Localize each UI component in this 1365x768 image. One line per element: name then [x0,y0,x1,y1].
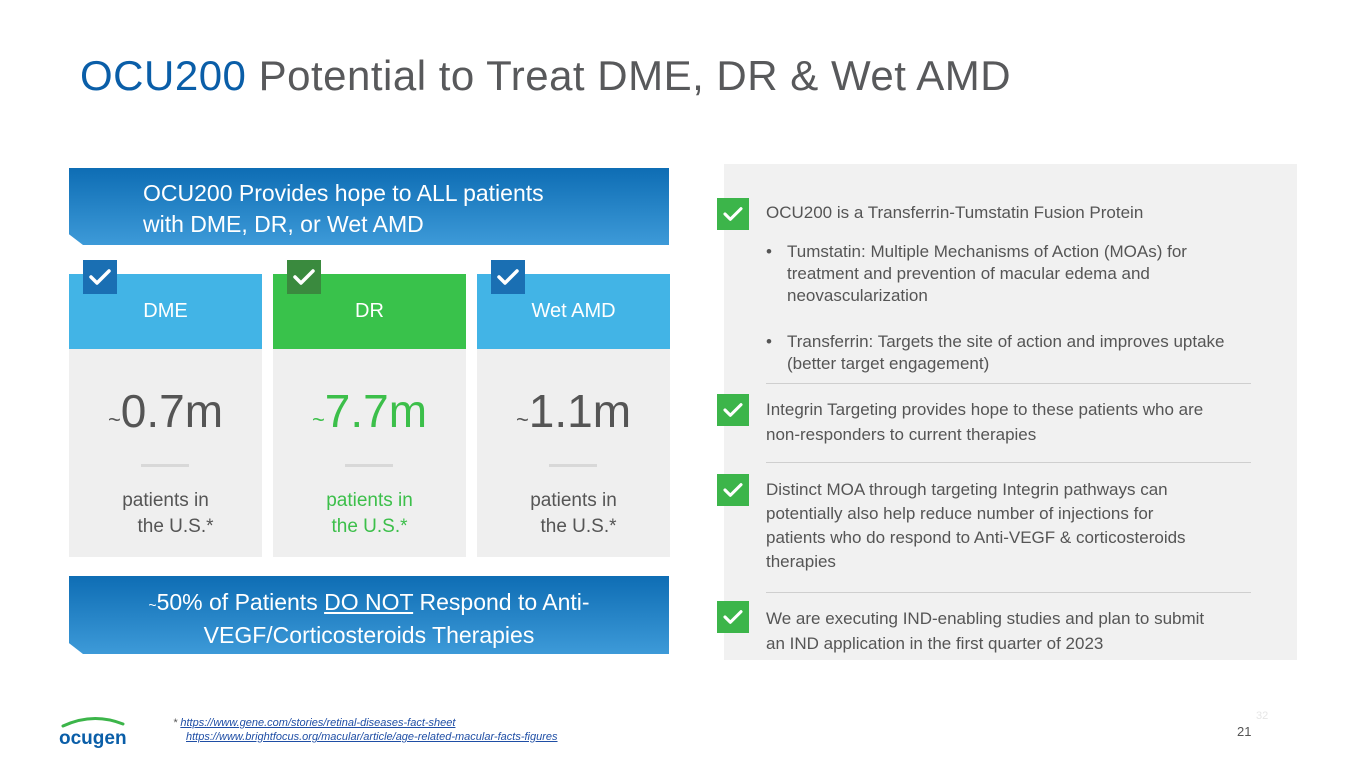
footnote-line2: https://www.brightfocus.org/macular/arti… [173,730,558,744]
bullet-2-line2: (better target engagement) [787,354,990,373]
column-dr-value: ~7.7m [273,388,466,443]
column-dr-caption: patients in the U.S.* [273,488,466,540]
banner-top-line2: with DME, DR, or Wet AMD [143,211,424,237]
column-wet-amd-caption-line1: patients in [530,490,617,511]
bullet-1-line3: neovascularization [787,286,928,305]
column-wet-amd-header: Wet AMD [477,274,670,349]
ocugen-logo: ocugen [57,714,129,750]
column-dr: DR ~7.7m patients in the U.S.* [273,274,466,557]
banner-top-text: OCU200 Provides hope to ALL patients wit… [143,178,544,240]
column-wet-amd-caption: patients in the U.S.* [477,488,670,540]
check-icon [491,260,525,294]
divider [766,383,1251,384]
column-dr-separator [345,464,393,467]
banner-bottom-tilde: ~ [148,597,157,613]
banner-bottom-underlined: DO NOT [324,589,414,615]
divider [766,462,1251,463]
footnote-line1: * https://www.gene.com/stories/retinal-d… [173,716,558,730]
column-dme-tilde: ~ [107,407,121,432]
right-item-2-line2: non-responders to current therapies [766,425,1037,444]
right-item-4-line1: We are executing IND-enabling studies an… [766,609,1205,628]
bullet-dot: • [766,242,772,261]
check-icon [717,198,749,230]
footnote: * https://www.gene.com/stories/retinal-d… [173,716,558,744]
bullet-2-line1: Transferrin: Targets the site of action … [787,332,1225,351]
bullet-dot: • [766,332,772,351]
banner-top-line1: OCU200 Provides hope to ALL patients [143,180,544,206]
column-dme-number: 0.7m [120,385,224,437]
column-dme-caption: patients in the U.S.* [69,488,262,540]
banner-bottom-pre: 50% of Patients [156,589,325,615]
column-dr-caption-line1: patients in [326,490,413,511]
banner-bottom-line1: ~50% of Patients DO NOT Respond to Anti- [69,587,669,620]
right-item-3: Distinct MOA through targeting Integrin … [766,478,1266,574]
column-dr-tilde: ~ [311,407,325,432]
check-icon [717,601,749,633]
column-wet-amd-tilde: ~ [515,407,529,432]
ghost-page-number: 32 [1256,710,1269,722]
bullet-1-line1: Tumstatin: Multiple Mechanisms of Action… [787,242,1187,261]
right-item-4-line2: an IND application in the first quarter … [766,634,1104,653]
column-dme-caption-line1: patients in [122,490,209,511]
footnote-link-1[interactable]: https://www.gene.com/stories/retinal-dis… [180,717,456,729]
right-item-2: Integrin Targeting provides hope to thes… [766,397,1266,447]
check-icon [717,474,749,506]
title-accent: OCU200 [80,52,247,99]
column-dr-number: 7.7m [324,385,428,437]
banner-bottom-line2: VEGF/Corticosteroids Therapies [203,622,535,648]
column-wet-amd-caption-line2: the U.S.* [540,516,617,537]
bullet-item: • Tumstatin: Multiple Mechanisms of Acti… [766,241,1266,307]
check-icon [287,260,321,294]
page-number: 21 [1237,724,1252,739]
column-dme: DME ~0.7m patients in the U.S.* [69,274,262,557]
right-item-4: We are executing IND-enabling studies an… [766,606,1266,656]
right-panel [724,164,1297,660]
right-item-3-line1: Distinct MOA through targeting Integrin … [766,480,1168,499]
divider [766,592,1251,593]
banner-bottom-text: ~50% of Patients DO NOT Respond to Anti-… [69,587,669,650]
right-item-3-line2: potentially also help reduce number of i… [766,504,1154,523]
banner-bottom-post: Respond to Anti- [413,589,590,615]
column-wet-amd-separator [549,464,597,467]
logo-text: ocugen [59,728,127,749]
column-dr-caption-line2: the U.S.* [331,516,408,537]
bullet-1-line2: treatment and prevention of macular edem… [787,264,1150,283]
right-item-2-line1: Integrin Targeting provides hope to thes… [766,400,1204,419]
page-title: OCU200 Potential to Treat DME, DR & Wet … [80,52,1011,100]
title-rest: Potential to Treat DME, DR & Wet AMD [246,52,1012,99]
column-wet-amd-number: 1.1m [528,385,632,437]
right-item-1: OCU200 is a Transferrin-Tumstatin Fusion… [766,203,1144,222]
right-item-3-line4: therapies [766,552,836,571]
right-item-3-line3: patients who do respond to Anti-VEGF & c… [766,528,1186,547]
bullet-item: • Transferrin: Targets the site of actio… [766,331,1266,375]
banner-bottom: ~50% of Patients DO NOT Respond to Anti-… [69,576,669,654]
column-dme-caption-line2: the U.S.* [137,516,214,537]
column-wet-amd: Wet AMD ~1.1m patients in the U.S.* [477,274,670,557]
column-wet-amd-value: ~1.1m [477,388,670,443]
banner-top: OCU200 Provides hope to ALL patients wit… [69,168,669,245]
check-icon [83,260,117,294]
column-dme-value: ~0.7m [69,388,262,443]
column-dme-separator [141,464,189,467]
footnote-star: * [173,717,178,729]
footnote-link-2[interactable]: https://www.brightfocus.org/macular/arti… [186,731,558,743]
check-icon [717,394,749,426]
